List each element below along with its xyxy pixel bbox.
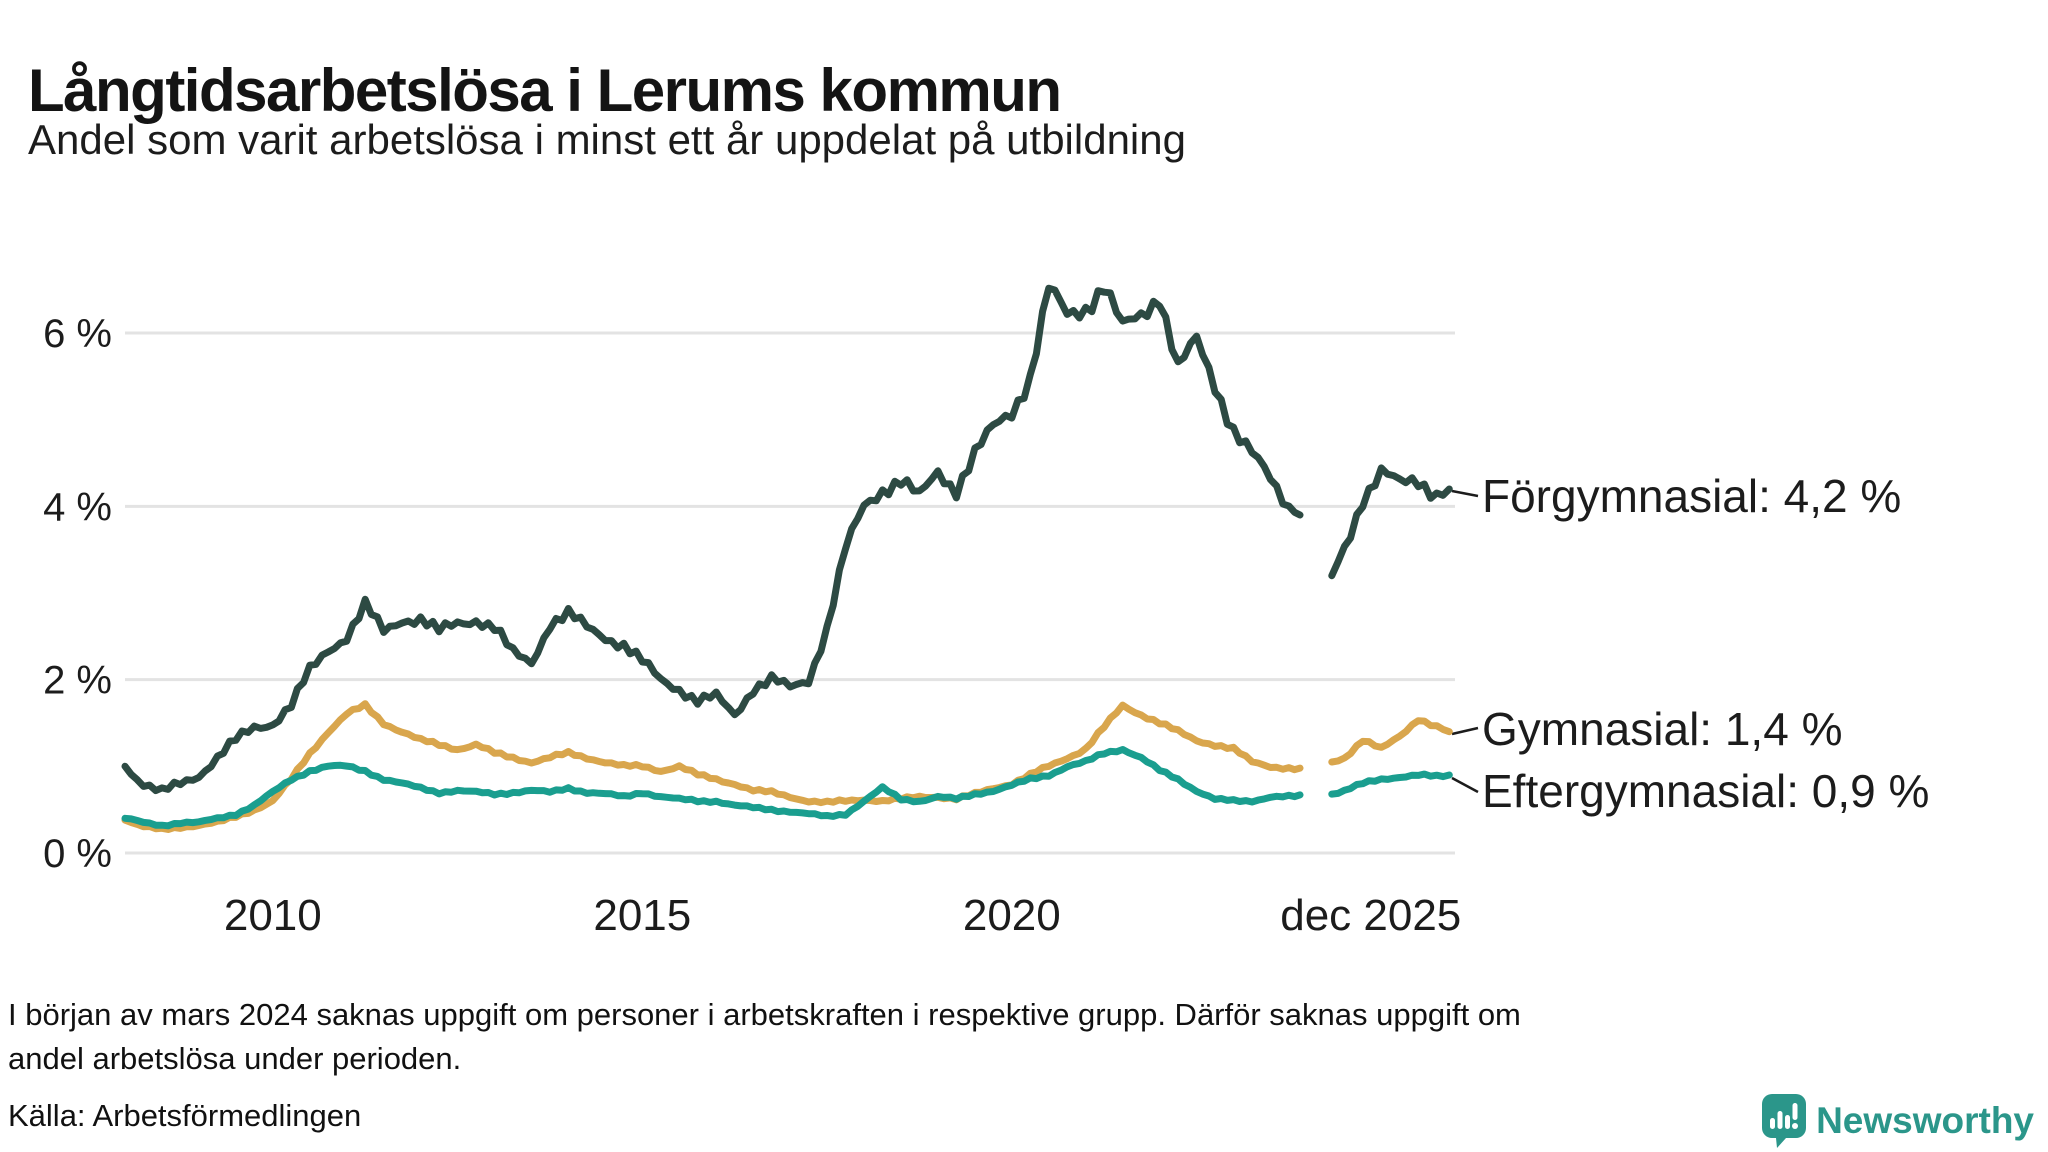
leader-line-forgymnasial xyxy=(1451,489,1479,498)
newsworthy-bar-chart-icon xyxy=(1762,1094,1807,1148)
x-tick-label: dec 2025 xyxy=(1280,891,1461,940)
y-tick-label: 0 % xyxy=(43,832,112,876)
y-tick-label: 2 % xyxy=(43,659,112,703)
newsworthy-logo-link[interactable]: Newsworthy xyxy=(1762,1094,2034,1148)
y-tick-label: 4 % xyxy=(43,485,112,529)
footnote-line-1: I början av mars 2024 saknas uppgift om … xyxy=(8,997,1521,1032)
series-line-forgymnasial xyxy=(1328,464,1453,580)
series-end-label-gymnasial: Gymnasial: 1,4 % xyxy=(1482,703,1843,755)
series-end-label-eftergymnasial: Eftergymnasial: 0,9 % xyxy=(1482,765,1930,817)
x-tick-label: 2020 xyxy=(963,891,1061,940)
series-line-eftergymnasial xyxy=(1328,770,1453,798)
footnote-line-2: andel arbetslösa under perioden. xyxy=(8,1041,462,1077)
series-line-eftergymnasial xyxy=(121,746,1304,830)
series-line-gymnasial xyxy=(1328,717,1453,766)
leader-line-eftergymnasial xyxy=(1451,776,1479,794)
page-subtitle: Andel som varit arbetslösa i minst ett å… xyxy=(28,116,1186,163)
footnote: I början av mars 2024 saknas uppgift om … xyxy=(8,993,2038,1081)
leader-line-gymnasial xyxy=(1451,726,1479,736)
series-line-forgymnasial xyxy=(121,284,1304,795)
x-tick-label: 2015 xyxy=(593,891,691,940)
y-tick-label: 6 % xyxy=(43,312,112,356)
x-tick-label: 2010 xyxy=(224,891,322,940)
newsworthy-logo-text: Newsworthy xyxy=(1816,1100,2034,1141)
source-text: Källa: Arbetsförmedlingen xyxy=(8,1098,362,1133)
series-end-label-forgymnasial: Förgymnasial: 4,2 % xyxy=(1482,470,1902,522)
page-title: Långtidsarbetslösa i Lerums kommun xyxy=(28,57,1062,125)
series-line-gymnasial xyxy=(121,700,1304,833)
